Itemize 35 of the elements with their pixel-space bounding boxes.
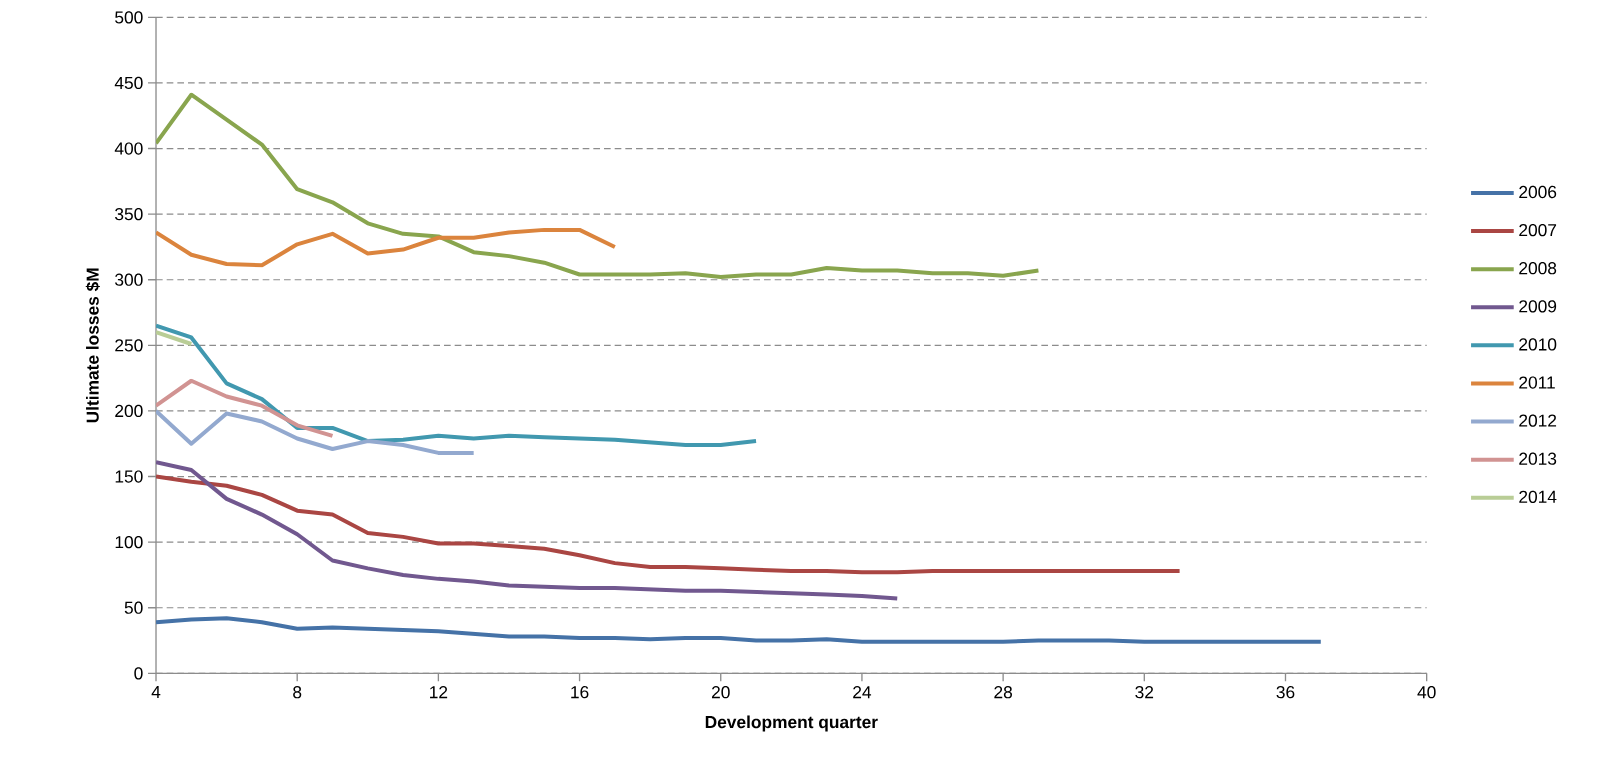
x-tick-label: 40 (1417, 685, 1436, 699)
y-tick-label: 450 (114, 76, 143, 89)
y-tick-label: 50 (124, 601, 143, 614)
y-tick-label: 150 (115, 470, 143, 483)
line-series (156, 408, 476, 455)
y-tick-label: 350 (115, 207, 143, 221)
y-tick-label: 100 (115, 535, 143, 549)
legend-label: 2011 (1519, 376, 1555, 389)
x-tick-label: 12 (430, 685, 448, 698)
y-axis-title: Ultimate losses $M (85, 268, 100, 423)
x-tick-label: 20 (711, 685, 730, 699)
legend-label: 2007 (1519, 223, 1557, 237)
x-tick-label: 32 (1135, 685, 1154, 699)
y-tick-label: 0 (134, 667, 143, 680)
legend-label: 2009 (1519, 300, 1557, 313)
x-tick-label: 8 (293, 685, 302, 699)
legend-label: 2013 (1519, 452, 1557, 465)
legend-label: 2010 (1519, 338, 1557, 351)
legend-label: 2006 (1519, 185, 1557, 198)
x-tick-label: 16 (571, 685, 589, 699)
x-tick-label: 4 (151, 685, 161, 698)
line-series (156, 227, 617, 268)
x-tick-label: 36 (1276, 685, 1295, 699)
line-series (156, 378, 335, 438)
y-tick-label: 500 (115, 11, 143, 24)
x-tick-label: 28 (994, 685, 1013, 699)
legend-label: 2014 (1519, 490, 1557, 503)
legend-label: 2008 (1519, 261, 1557, 275)
y-tick-label: 200 (115, 404, 143, 417)
x-tick-label: 24 (853, 685, 872, 698)
y-tick-label: 400 (114, 142, 143, 155)
y-tick-label: 300 (115, 273, 143, 286)
x-axis-title: Development quarter (705, 715, 878, 732)
y-tick-label: 250 (115, 339, 143, 352)
legend-label: 2012 (1519, 414, 1557, 427)
